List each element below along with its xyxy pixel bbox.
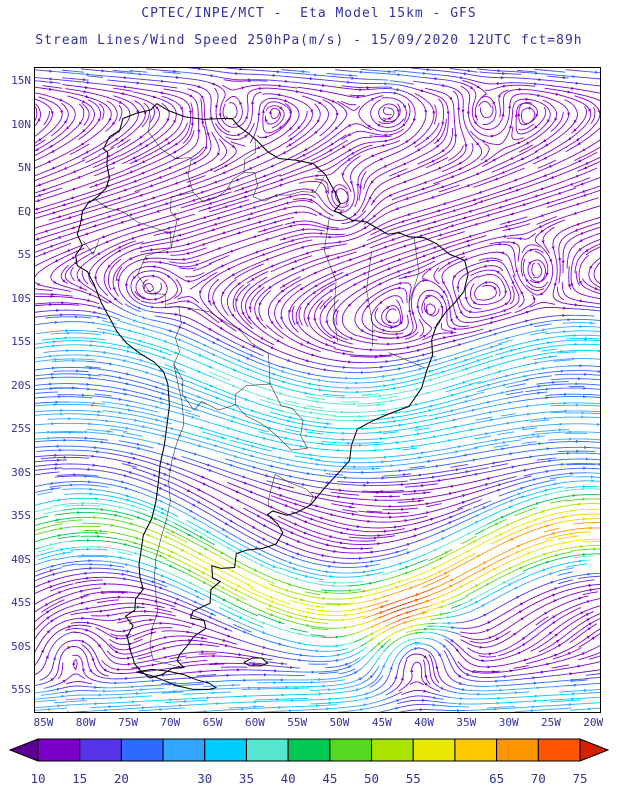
colorbar-tick-label-50: 50: [364, 771, 379, 786]
lat-label-40S: 40S: [11, 552, 31, 566]
lon-label-75W: 75W: [118, 716, 138, 729]
colorbar-arrow-left: [8, 738, 39, 762]
lon-label-65W: 65W: [202, 716, 223, 729]
colorbar-tick-label-40: 40: [281, 771, 296, 786]
lat-label-55S: 55S: [11, 683, 31, 697]
colorbar-tick-label-35: 35: [239, 771, 254, 786]
lat-label-10N: 10N: [11, 117, 31, 131]
colorbar-cell-45: [329, 738, 373, 762]
lon-label-45W: 45W: [371, 716, 392, 729]
colorbar-cell-60: [454, 738, 498, 762]
lat-label-45S: 45S: [11, 596, 31, 610]
lon-label-55W: 55W: [287, 716, 308, 729]
colorbar-tick-label-15: 15: [72, 771, 87, 786]
lon-label-25W: 25W: [541, 716, 561, 729]
colorbar-cell-25: [162, 738, 206, 762]
lon-label-50W: 50W: [329, 716, 350, 729]
wind-speed-colorbar: 10 15 20 30 35 40 45 50 55 65 70 75: [8, 738, 610, 786]
lat-label-15S: 15S: [11, 335, 31, 349]
colorbar-cell-30: [204, 738, 247, 762]
colorbar-tick-label-75: 75: [572, 771, 587, 786]
colorbar-tick-label-20: 20: [114, 771, 129, 786]
lat-label-25S: 25S: [11, 422, 31, 436]
colorbar-cell-55: [412, 738, 456, 762]
colorbar-cell-70: [537, 738, 581, 762]
lon-label-85W: 85W: [33, 716, 54, 729]
colorbar-cell-50: [371, 738, 414, 762]
colorbar-cell-35: [245, 738, 289, 762]
colorbar-cell-15: [79, 738, 122, 762]
colorbar-cell-65: [496, 738, 539, 762]
colorbar-tick-label-70: 70: [531, 771, 546, 786]
lon-label-40W: 40W: [414, 716, 434, 729]
plot-title-line2: Stream Lines/Wind Speed 250hPa(m/s) - 15…: [35, 33, 583, 48]
lon-label-70W: 70W: [160, 716, 181, 729]
lat-label-5S: 5S: [17, 248, 31, 262]
lat-label-EQ: EQ: [17, 204, 31, 218]
lon-label-20W: 20W: [583, 716, 604, 729]
colorbar-cell-10: [37, 738, 81, 762]
colorbar-tick-label-10: 10: [30, 771, 45, 786]
streamline-map-canvas: [35, 68, 600, 712]
lon-label-80W: 80W: [75, 716, 96, 729]
lat-label-30S: 30S: [11, 465, 31, 479]
lat-label-15N: 15N: [11, 74, 31, 88]
plot-title-line1: CPTEC/INPE/MCT - Eta Model 15km - GFS: [141, 6, 477, 21]
lat-label-20S: 20S: [11, 378, 31, 392]
colorbar-tick-label-45: 45: [322, 771, 337, 786]
lon-label-30W: 30W: [498, 716, 519, 729]
lat-label-10S: 10S: [11, 291, 31, 305]
colorbar-tick-label-30: 30: [197, 771, 212, 786]
map-frame: [34, 67, 601, 713]
lat-label-50S: 50S: [11, 639, 31, 653]
lat-label-5N: 5N: [17, 161, 31, 175]
lon-label-60W: 60W: [244, 716, 265, 729]
lon-label-35W: 35W: [456, 716, 477, 729]
colorbar-cell-20: [120, 738, 164, 762]
colorbar-tick-label-65: 65: [489, 771, 504, 786]
colorbar-cell-40: [287, 738, 331, 762]
colorbar-tick-label-55: 55: [406, 771, 421, 786]
colorbar-arrow-right: [579, 738, 610, 762]
lat-label-35S: 35S: [11, 509, 31, 523]
